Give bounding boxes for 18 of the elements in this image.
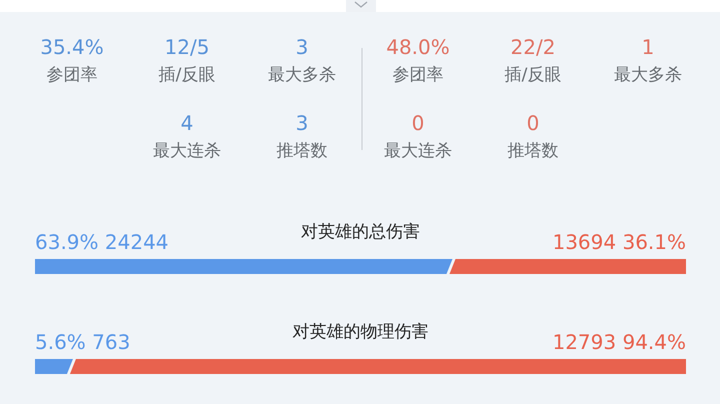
- value-label: 13694 36.1%: [552, 230, 686, 254]
- value: 48.0%: [386, 35, 450, 59]
- category: 对英雄的总伤害: [301, 222, 420, 242]
- label: 推塔数: [508, 141, 558, 161]
- value: 22/2: [510, 35, 556, 59]
- label: 插/反眼: [504, 65, 562, 85]
- value: 0: [412, 111, 424, 135]
- category: 对英雄的物理伤害: [292, 322, 428, 342]
- value: 0: [526, 111, 540, 135]
- label: 参团率: [392, 65, 444, 85]
- label: 最大连杀: [384, 141, 452, 161]
- value-label: 5.6% 763: [35, 330, 130, 354]
- label: 最大连杀: [153, 141, 221, 161]
- value-label: 12793 94.4%: [552, 330, 686, 354]
- label: 推塔数: [276, 141, 328, 161]
- value-label: 63.9% 24244: [35, 230, 169, 254]
- label: 最大多杀: [614, 65, 682, 85]
- value: 1: [642, 35, 654, 59]
